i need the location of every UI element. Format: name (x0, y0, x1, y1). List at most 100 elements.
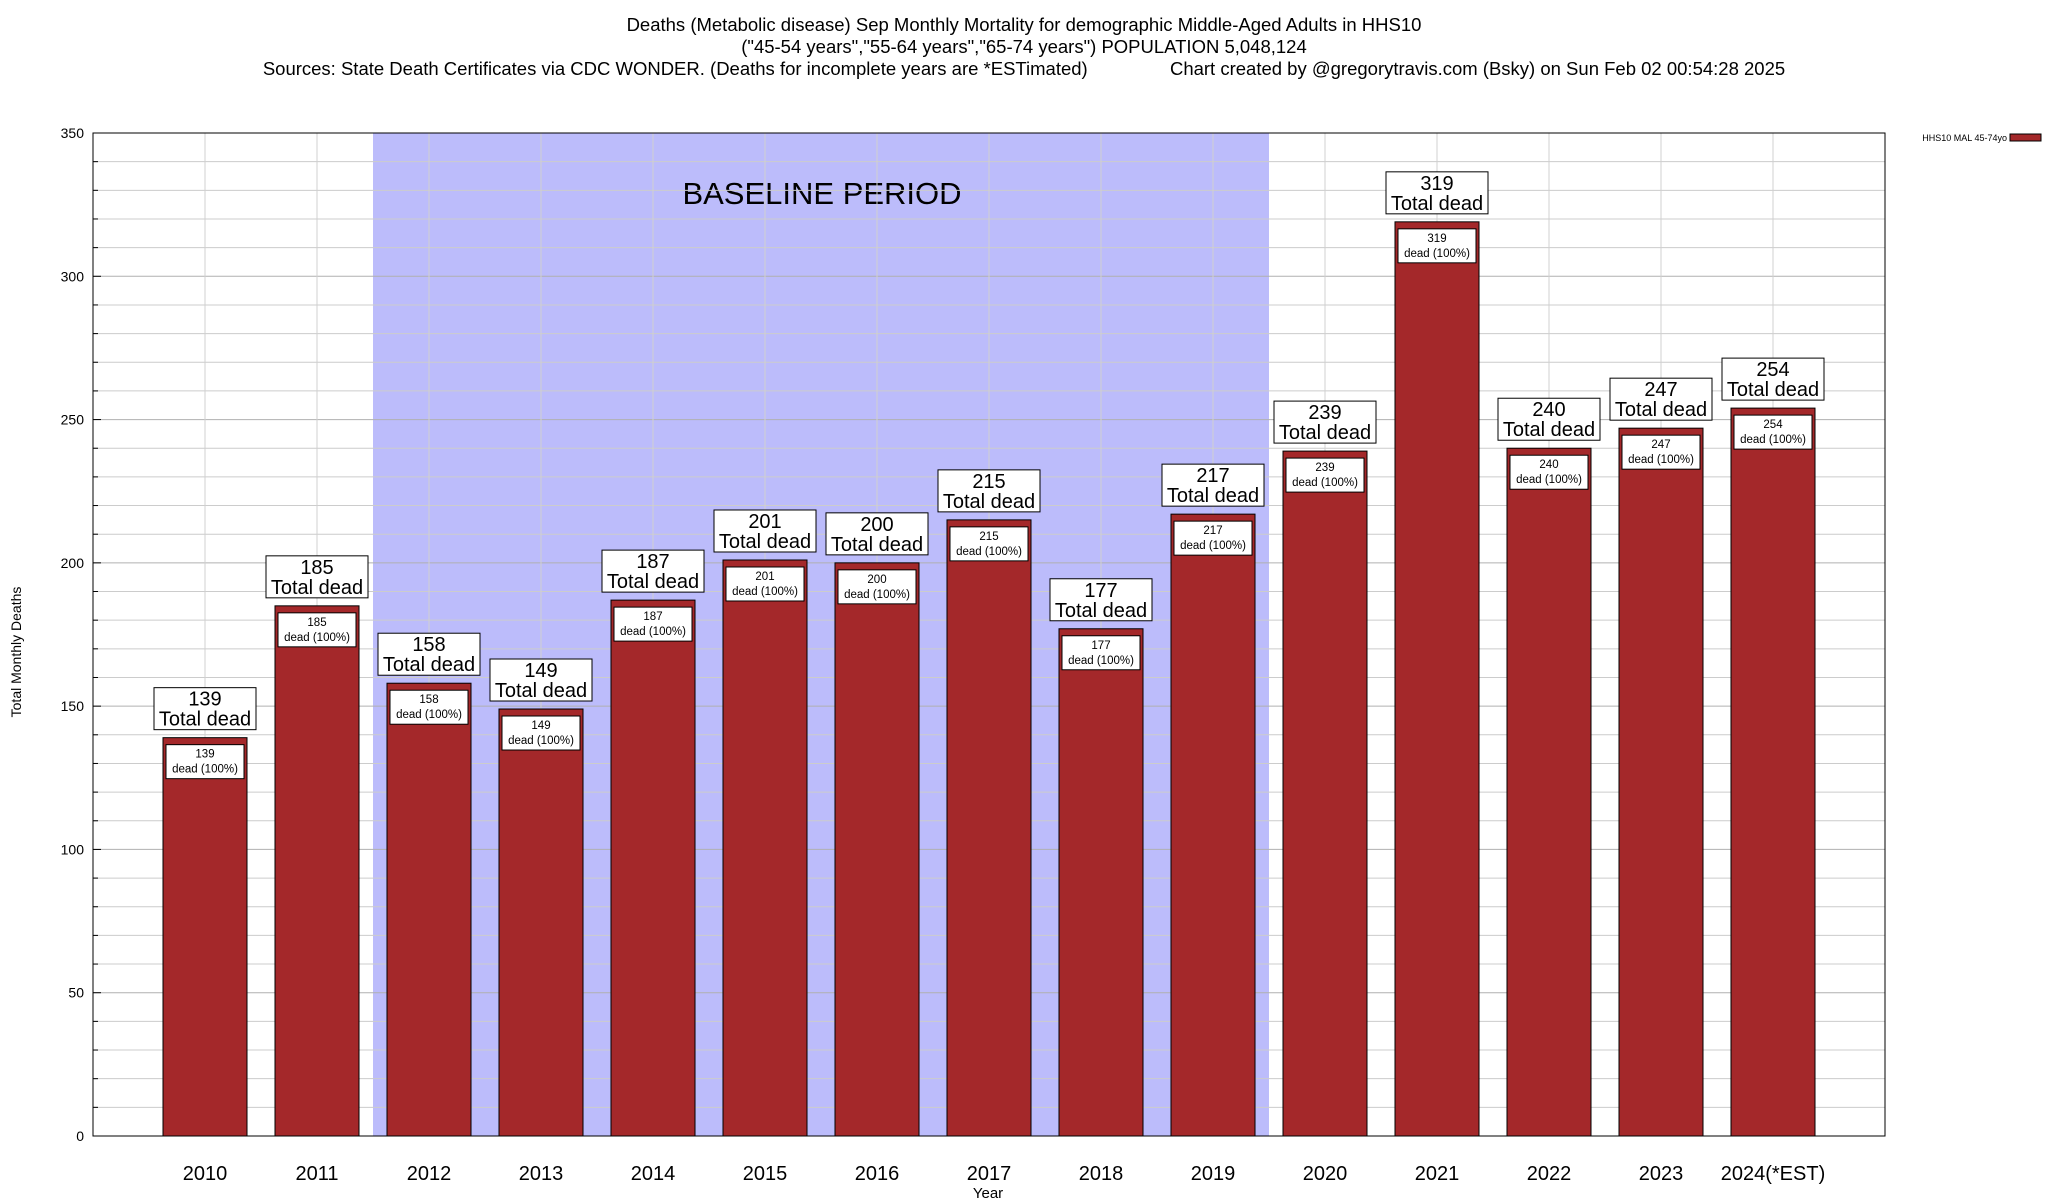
inner-percent-label: dead (100%) (508, 735, 574, 747)
inner-percent-label: dead (100%) (1292, 477, 1358, 489)
chart-title-block: Deaths (Metabolic disease) Sep Monthly M… (0, 14, 2048, 80)
x-tick-label: 2010 (183, 1163, 228, 1185)
x-tick-label: 2018 (1079, 1163, 1124, 1185)
x-tick-label: 2013 (519, 1163, 564, 1185)
inner-label-box (165, 744, 245, 780)
chart-source-line: Sources: State Death Certificates via CD… (262, 58, 1786, 79)
top-value-label: 187 (636, 551, 669, 573)
bar-2018 (1058, 628, 1144, 1137)
inner-percent-label: dead (100%) (396, 709, 462, 721)
inner-label-box (277, 612, 357, 648)
top-total-label: Total dead (831, 534, 923, 556)
baseline-label: BASELINE PERIOD (682, 176, 961, 211)
x-axis-title: Year (973, 1185, 1003, 1200)
inner-value-label: 200 (867, 574, 886, 586)
inner-label-box (1621, 434, 1701, 470)
y-tick-label: 100 (61, 841, 85, 857)
bar-2022 (1506, 447, 1592, 1137)
x-tick-label: 2024(*EST) (1721, 1163, 1826, 1185)
top-value-label: 201 (748, 511, 781, 533)
plot-frame (92, 132, 1886, 1137)
inner-percent-label: dead (100%) (1628, 454, 1694, 466)
x-tick-label: 2011 (295, 1163, 338, 1185)
inner-label-box (1285, 457, 1365, 493)
inner-label-box (725, 566, 805, 602)
inner-value-label: 215 (979, 531, 998, 543)
inner-label-box (1509, 454, 1589, 490)
inner-percent-label: dead (100%) (1516, 474, 1582, 486)
top-label-box (1161, 463, 1265, 507)
x-tick-label: 2014 (631, 1163, 676, 1185)
bar-2020 (1282, 450, 1368, 1137)
x-tick-label: 2016 (855, 1163, 900, 1185)
inner-percent-label: dead (100%) (844, 589, 910, 601)
top-total-label: Total dead (1615, 399, 1707, 421)
inner-label-box (1173, 520, 1253, 556)
inner-percent-label: dead (100%) (1404, 248, 1470, 260)
inner-value-label: 217 (1203, 525, 1222, 537)
inner-value-label: 201 (755, 571, 774, 583)
x-tick-label: 2022 (1527, 1163, 1572, 1185)
top-label-box (1721, 357, 1825, 401)
y-axis-title: Total Monthly Deaths (8, 587, 24, 718)
top-value-label: 149 (524, 660, 557, 682)
inner-percent-label: dead (100%) (732, 586, 798, 598)
bar-2021 (1394, 221, 1480, 1137)
top-total-label: Total dead (495, 680, 587, 702)
inner-label-box (1397, 228, 1477, 264)
inner-value-label: 254 (1763, 419, 1783, 431)
inner-label-box (1061, 635, 1141, 671)
bar-2010 (162, 737, 248, 1137)
inner-value-label: 185 (307, 617, 326, 629)
inner-value-label: 239 (1315, 462, 1334, 474)
top-label-box (937, 469, 1041, 513)
x-tick-label: 2020 (1303, 1163, 1348, 1185)
x-tick-label: 2023 (1639, 1163, 1684, 1185)
top-label-box (713, 509, 817, 553)
bar-2024(*EST) (1730, 407, 1816, 1137)
top-total-label: Total dead (1503, 419, 1595, 441)
top-total-label: Total dead (1279, 422, 1371, 444)
top-total-label: Total dead (719, 531, 811, 553)
legend-label: HHS10 MAL 45-74yo (1922, 133, 2007, 143)
top-total-label: Total dead (607, 571, 699, 593)
y-tick-label: 50 (68, 985, 84, 1001)
inner-value-label: 158 (419, 694, 438, 706)
inner-percent-label: dead (100%) (172, 764, 238, 776)
bar-2013 (498, 708, 584, 1137)
y-tick-label: 200 (61, 555, 85, 571)
y-tick-label: 350 (61, 125, 85, 141)
top-label-box (153, 687, 257, 731)
top-value-label: 217 (1196, 465, 1229, 487)
bar-2016 (834, 562, 920, 1137)
inner-label-box (501, 715, 581, 751)
top-value-label: 254 (1756, 359, 1789, 381)
bar-2014 (610, 599, 696, 1137)
inner-percent-label: dead (100%) (284, 632, 350, 644)
inner-label-box (389, 689, 469, 725)
top-total-label: Total dead (159, 709, 251, 731)
x-tick-label: 2015 (743, 1163, 788, 1185)
chart-subtitle: ("45-54 years","55-64 years","65-74 year… (741, 36, 1307, 57)
top-label-box (377, 632, 481, 676)
inner-value-label: 149 (531, 720, 550, 732)
inner-label-box (613, 606, 693, 642)
top-value-label: 177 (1084, 580, 1117, 602)
x-tick-label: 2017 (967, 1163, 1012, 1185)
top-label-box (1609, 377, 1713, 421)
inner-percent-label: dead (100%) (1180, 540, 1246, 552)
bar-2023 (1618, 427, 1704, 1137)
top-value-label: 247 (1644, 379, 1677, 401)
top-value-label: 240 (1532, 399, 1565, 421)
top-value-label: 239 (1308, 402, 1341, 424)
inner-percent-label: dead (100%) (956, 546, 1022, 558)
inner-label-box (949, 526, 1029, 562)
inner-label-box (837, 569, 917, 605)
top-total-label: Total dead (1167, 485, 1259, 507)
top-value-label: 185 (300, 557, 333, 579)
inner-percent-label: dead (100%) (1740, 434, 1806, 446)
top-value-label: 200 (860, 514, 893, 536)
inner-value-label: 240 (1539, 459, 1558, 471)
inner-label-box (1733, 414, 1813, 450)
top-total-label: Total dead (383, 654, 475, 676)
